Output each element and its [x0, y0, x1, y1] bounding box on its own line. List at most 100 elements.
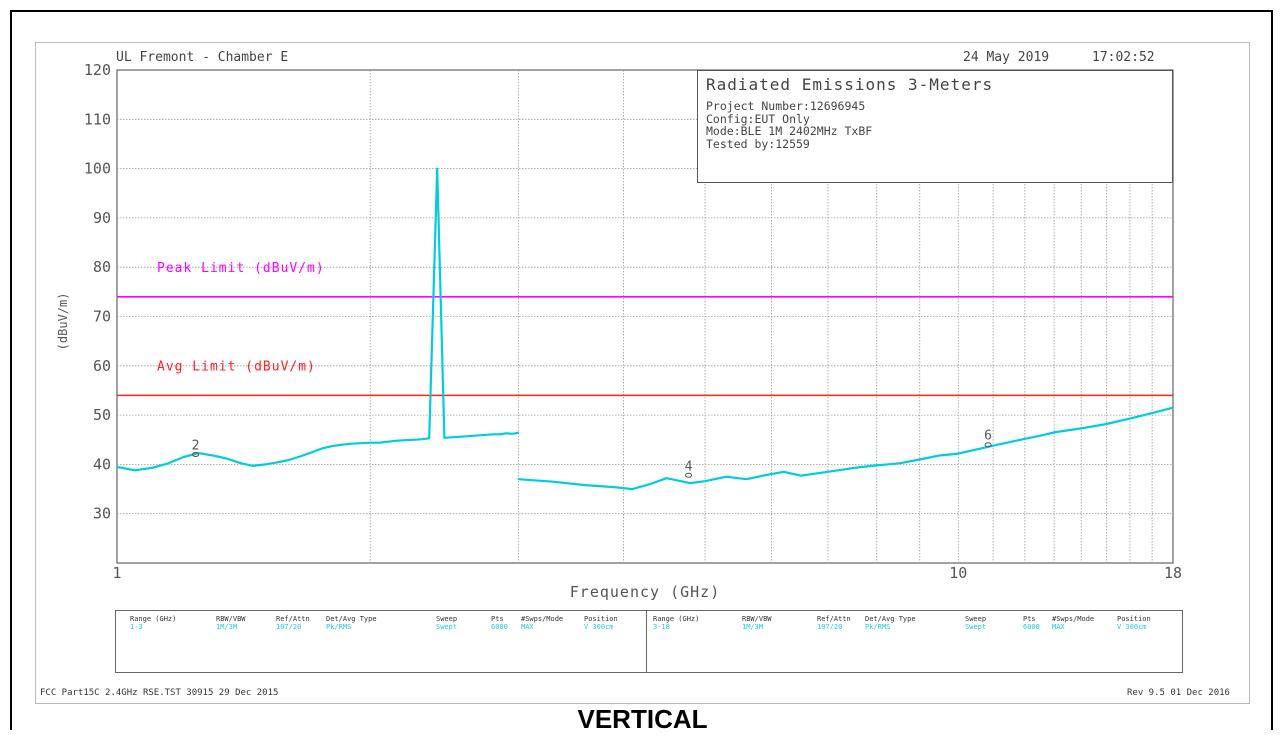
trace-point	[1008, 441, 1011, 444]
trace-point	[443, 436, 446, 439]
trace-point	[472, 435, 474, 437]
header-det: Det/Avg Type	[326, 615, 377, 623]
trace-point	[225, 457, 228, 460]
trace-point	[167, 462, 169, 465]
trace-point	[276, 461, 278, 464]
trace-point	[450, 436, 453, 439]
value-ref: 107/20	[276, 623, 302, 631]
trace-point	[631, 488, 634, 490]
value-rbw: 1M/3M	[216, 623, 238, 631]
x-tick-label: 1	[112, 564, 121, 582]
config-line: Config:EUT Only	[706, 111, 810, 126]
value-swps: MAX	[521, 623, 534, 631]
trace-point	[428, 437, 430, 440]
trace-point	[745, 478, 748, 480]
y-tick-label: 120	[84, 61, 111, 79]
trace-point	[1129, 417, 1131, 420]
y-tick-label: 90	[93, 209, 111, 227]
site-label: UL Fremont - Chamber E	[116, 50, 289, 65]
trace-point	[310, 451, 312, 454]
settings-range-1: Range (GHz) RBW/VBW Ref/Attn Det/Avg Typ…	[116, 611, 647, 672]
trace-point	[492, 433, 494, 436]
trace-point	[665, 477, 668, 480]
peak-limit-label: Peak Limit (dBuV/m)	[157, 261, 325, 276]
header-pts: Pts	[1023, 615, 1036, 623]
trace-point	[613, 486, 616, 488]
marker-symbol	[192, 452, 200, 458]
header-det: Det/Avg Type	[865, 615, 916, 623]
trace-point	[875, 464, 878, 467]
trace-point	[1053, 431, 1055, 434]
trace-segment	[116, 167, 519, 472]
trace-point	[725, 475, 728, 478]
value-sweep: Swept	[965, 623, 987, 631]
trace-point	[369, 441, 372, 444]
trace-point	[412, 438, 415, 441]
value-position: V 300cm	[1117, 623, 1147, 631]
x-tick-label: 18	[1164, 564, 1182, 582]
trace-point	[918, 458, 921, 461]
trace-point	[649, 483, 651, 485]
trace-point	[116, 466, 118, 468]
trace-point	[1024, 437, 1026, 440]
trace-point	[898, 462, 900, 465]
trace-point	[764, 474, 767, 477]
value-ref: 107/20	[817, 623, 843, 631]
trace-point	[485, 434, 488, 436]
y-tick-label: 40	[93, 455, 111, 473]
trace-point	[1038, 435, 1041, 437]
y-tick-label: 30	[93, 505, 111, 523]
header-ref: Ref/Attn	[276, 615, 310, 623]
marker-label: 2	[192, 439, 200, 454]
trace-point	[239, 462, 241, 464]
value-det: Pk/RMS	[865, 623, 891, 631]
trace-point	[517, 478, 520, 480]
settings-table: Range (GHz) RBW/VBW Ref/Attn Det/Avg Typ…	[115, 610, 1183, 673]
trace-point	[299, 455, 301, 458]
trace-point	[264, 463, 266, 466]
y-tick-label: 70	[93, 308, 111, 326]
value-position: V 300cm	[584, 623, 614, 631]
value-sweep: Swept	[436, 623, 458, 631]
y-axis-label: (dBuV/m)	[56, 293, 70, 351]
info-box: Radiated Emissions 3-Meters Project Numb…	[697, 70, 1173, 183]
y-tick-label: 50	[93, 406, 111, 424]
tested-by-line: Tested by:12559	[706, 136, 810, 151]
trace-point	[992, 444, 994, 447]
trace-point	[320, 447, 323, 450]
trace-point	[517, 432, 520, 434]
value-range: 3-18	[653, 623, 670, 631]
trace-point	[505, 432, 507, 435]
trace-point	[938, 454, 941, 457]
value-rbw: 1M/3M	[742, 623, 764, 631]
value-swps: MAX	[1052, 623, 1065, 631]
x-tick-label: 10	[949, 564, 967, 582]
trace-point	[458, 435, 460, 438]
header-ref: Ref/Attn	[817, 615, 851, 623]
value-pts: 6000	[1023, 623, 1040, 631]
trace-point	[816, 472, 819, 475]
trace-point	[975, 448, 977, 451]
footer-left: FCC Part15C 2.4GHz RSE.TST 30915 29 Dec …	[40, 688, 279, 698]
trace-point	[1151, 412, 1153, 414]
marker-symbol	[984, 442, 992, 448]
report-frame	[10, 10, 1273, 730]
marker-symbol	[685, 472, 693, 478]
header-position: Position	[584, 615, 618, 623]
header-range: Range (GHz)	[130, 615, 177, 623]
trace-point	[378, 441, 381, 444]
date-label: 24 May 2019	[963, 50, 1050, 65]
header-swps: #Swps/Mode	[521, 615, 564, 623]
trace-point	[387, 440, 389, 443]
header-rbw: RBW/VBW	[216, 615, 246, 623]
trace-point	[420, 438, 423, 441]
project-number: Project Number:12696945	[706, 99, 866, 113]
trace-point	[782, 470, 785, 473]
trace-point	[479, 434, 481, 437]
trace-point	[340, 443, 343, 446]
avg-limit-label: Avg Limit (dBuV/m)	[157, 360, 316, 375]
trace-point	[151, 467, 153, 469]
trace-point	[436, 167, 438, 170]
marker-label: 4	[685, 459, 693, 474]
trace-point	[857, 466, 859, 469]
